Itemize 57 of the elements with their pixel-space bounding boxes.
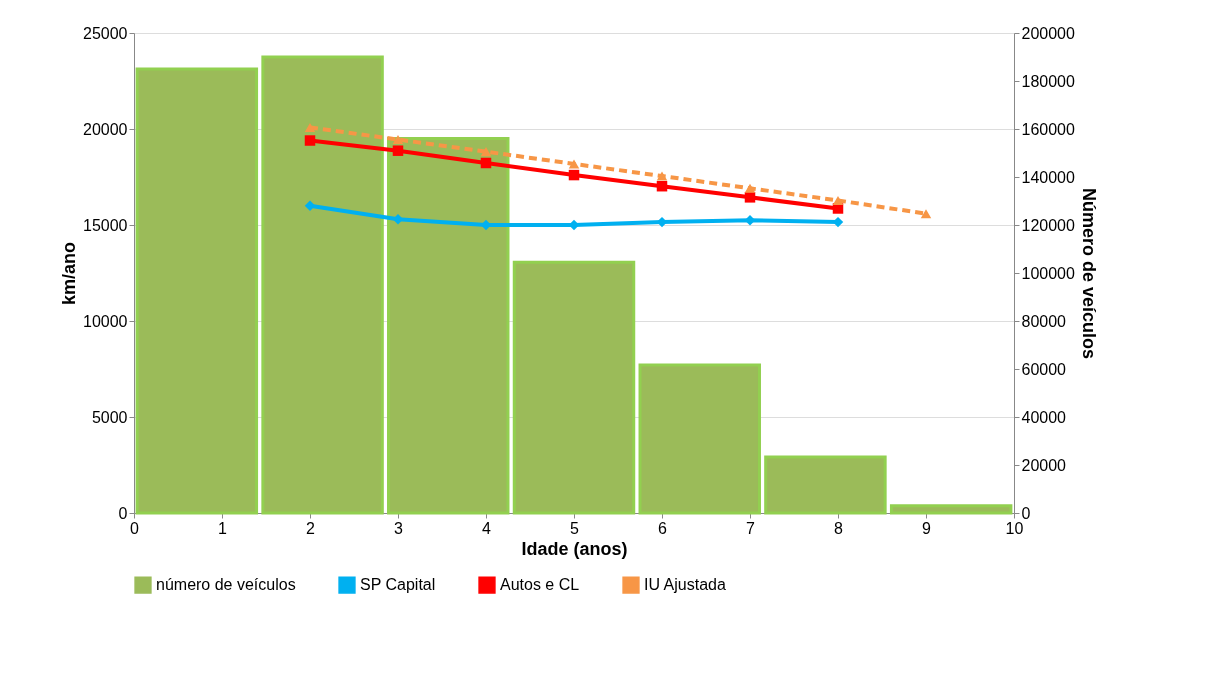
point: [392, 145, 404, 156]
x-tick-label: 7: [746, 519, 756, 537]
y2-tick-label: 160000: [1021, 120, 1075, 138]
bar: [512, 260, 636, 515]
x-tick-label: 9: [922, 519, 932, 537]
y2-tick-label: 20000: [1021, 456, 1067, 474]
point: [480, 147, 492, 157]
x-tick-label: 10: [1005, 519, 1024, 537]
point: [304, 200, 316, 212]
x-axis-title: Idade (anos): [521, 538, 628, 559]
legend-label: SP Capital: [360, 576, 436, 594]
y2-tick-label: 0: [1021, 504, 1031, 522]
point: [568, 159, 580, 169]
x-tick-label: 3: [394, 519, 404, 537]
x-tick-label: 4: [482, 519, 492, 537]
point: [920, 209, 932, 219]
point: [744, 183, 756, 193]
y-tick-label: 15000: [83, 216, 128, 234]
x-tick-label: 2: [306, 519, 316, 537]
y-axis-title: km/ano: [59, 241, 80, 306]
legend-label: número de veículos: [156, 576, 296, 594]
x-tick-label: 6: [658, 519, 668, 537]
point: [568, 169, 580, 181]
bar: [387, 137, 510, 515]
y2-tick-label: 140000: [1021, 168, 1075, 186]
y-tick-label: 10000: [83, 312, 128, 330]
bar: [764, 455, 887, 515]
y2-tick-label: 200000: [1021, 24, 1075, 42]
point: [392, 135, 404, 145]
point: [304, 135, 316, 146]
y2-tick-label: 40000: [1021, 408, 1067, 426]
x-tick-label: 1: [218, 519, 228, 537]
y-tick-label: 20000: [83, 120, 128, 138]
point: [832, 195, 844, 205]
point: [304, 122, 316, 132]
legend-label: IU Ajustada: [644, 576, 726, 594]
y2-tick-label: 80000: [1021, 312, 1067, 330]
point: [744, 192, 756, 203]
y2-tick-label: 60000: [1021, 360, 1067, 378]
point: [656, 180, 668, 192]
y2-tick-label: 120000: [1021, 216, 1075, 234]
bar: [889, 504, 1013, 515]
x-tick-label: 0: [130, 519, 140, 537]
y2-axis-title: Número de veículos: [1078, 187, 1099, 360]
legend-label: Autos e CL: [500, 576, 580, 594]
y-tick-label: 25000: [83, 24, 128, 42]
y-tick-label: 5000: [91, 408, 128, 426]
y-tick-label: 0: [118, 504, 128, 522]
x-tick-label: 5: [570, 519, 580, 537]
point: [480, 157, 492, 169]
x-tick-label: 8: [834, 519, 844, 537]
y2-tick-label: 100000: [1021, 264, 1075, 282]
bar: [638, 363, 761, 515]
y2-tick-label: 180000: [1021, 72, 1075, 90]
point: [656, 171, 668, 181]
bar: [261, 55, 384, 515]
bar: [135, 67, 259, 515]
